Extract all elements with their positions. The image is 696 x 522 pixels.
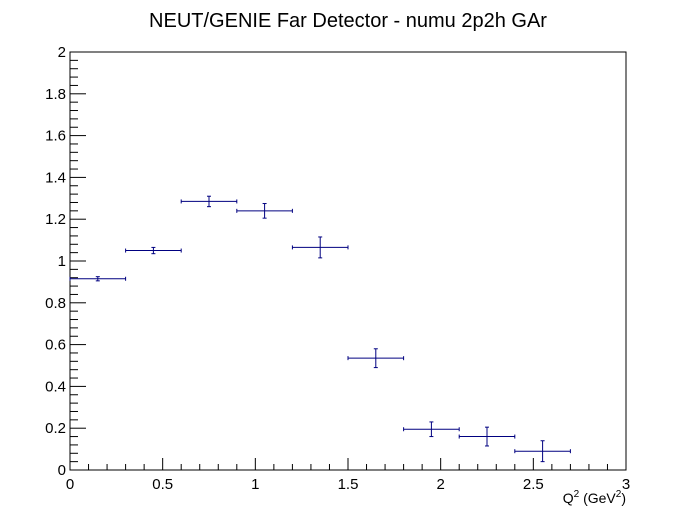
data-point [236, 203, 293, 219]
data-point [180, 195, 238, 208]
data-point [458, 426, 516, 447]
x-tick-label: 2 [436, 476, 444, 493]
x-tick-label: 0 [66, 476, 74, 493]
x-tick-label: 0.5 [152, 476, 173, 493]
data-point [125, 246, 182, 255]
y-tick-label: 0.6 [45, 337, 66, 354]
data-point [347, 348, 405, 369]
plot-frame [69, 51, 627, 471]
data-point [291, 236, 349, 259]
x-tick-label: 1 [251, 476, 259, 493]
y-tick-label: 1.6 [45, 128, 66, 145]
y-axis: 0 0.2 0.4 0.6 0.8 1 1.2 1.4 1.6 1.8 2 [45, 44, 86, 479]
y-tick-label: 0.2 [45, 420, 66, 437]
data-point [69, 276, 127, 282]
x-tick-label: 3 [622, 476, 630, 493]
y-tick-label: 1.8 [45, 86, 66, 103]
y-tick-label: 1 [58, 253, 66, 270]
data-point [514, 440, 571, 463]
data-point [403, 421, 460, 438]
y-tick-label: 2 [58, 44, 66, 61]
x-tick-label: 1.5 [338, 476, 359, 493]
y-tick-label: 0.8 [45, 295, 66, 312]
y-tick-label: 1.4 [45, 169, 66, 186]
x-axis-label: Q2 (GeV2) [563, 489, 626, 506]
y-tick-label: 1.2 [45, 211, 66, 228]
y-tick-label: 0.4 [45, 378, 66, 395]
chart-title: NEUT/GENIE Far Detector - numu 2p2h GAr [149, 10, 547, 32]
data-points [69, 195, 571, 463]
y-tick-label: 0 [58, 462, 66, 479]
x-axis: 0 0.5 1 1.5 2 2.5 3 [66, 458, 630, 493]
x-tick-label: 2.5 [523, 476, 544, 493]
